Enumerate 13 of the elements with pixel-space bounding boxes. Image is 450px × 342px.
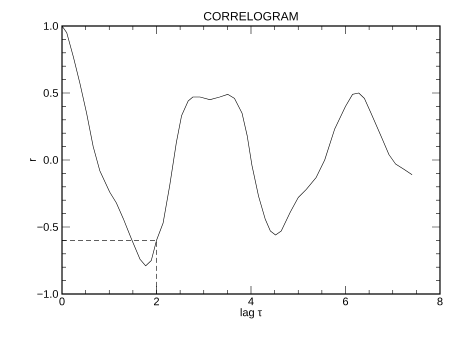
y-tick-label: 0.5 — [44, 89, 58, 97]
x-tick-label: 0 — [59, 298, 65, 306]
x-tick-label: 2 — [154, 298, 160, 306]
y-tick-label: −1.0 — [37, 290, 58, 298]
x-axis-title: lag τ — [240, 308, 262, 318]
y-tick-label: −0.5 — [37, 223, 58, 231]
x-tick-label: 8 — [437, 298, 443, 306]
x-tick-label: 4 — [248, 298, 254, 306]
x-tick-label: 6 — [342, 298, 348, 306]
y-axis-title: r — [30, 158, 36, 162]
y-tick-label: 0.0 — [44, 156, 58, 164]
y-tick-label: 1.0 — [44, 22, 58, 30]
chart-title: CORRELOGRAM — [204, 12, 298, 20]
